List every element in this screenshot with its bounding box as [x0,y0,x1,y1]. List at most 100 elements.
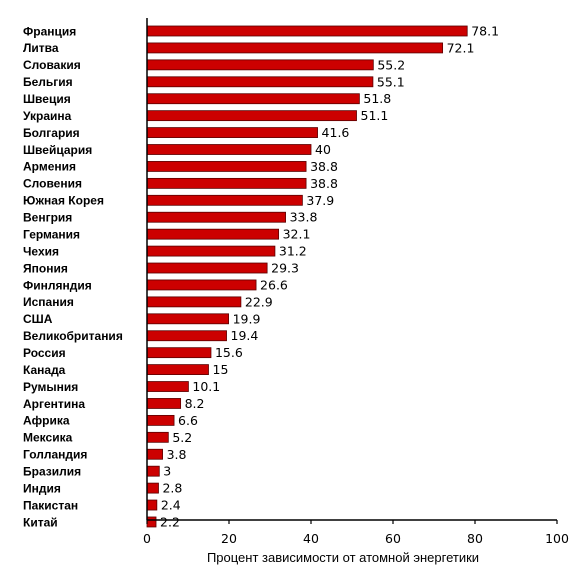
value-label: 3 [163,464,171,479]
bar [146,161,307,172]
value-label: 8.2 [185,396,205,411]
bar [146,296,242,308]
category-label: Литва [23,41,59,55]
bar [146,364,209,376]
category-label: Словакия [23,58,81,72]
category-label: Канада [23,363,66,377]
value-label: 29.3 [271,261,299,276]
category-label: Армения [23,160,76,174]
category-label: Мексика [23,431,73,445]
value-label: 31.2 [279,244,307,259]
bar [146,211,286,223]
category-label: Испания [23,295,74,309]
bar [146,431,169,443]
category-label: Чехия [23,244,59,258]
category-label: Германия [23,227,80,241]
value-label: 3.8 [167,447,187,462]
category-label: Финляндия [23,278,92,292]
bar [146,127,318,138]
category-label: Швейцария [23,143,92,157]
x-tick-label: 60 [385,531,401,546]
value-label: 15.6 [215,345,243,360]
category-label: Россия [23,346,66,360]
bar [146,414,175,426]
bar [146,398,182,409]
bar [146,381,189,392]
value-label: 5.2 [172,430,192,445]
value-labels: 78.172.1 55.2 55.1 51.8 51.1 41.6 40 38.8 38.8 37… [160,24,499,530]
bar [146,330,227,342]
value-label: 10.1 [192,379,220,394]
category-label: Болгария [23,126,80,140]
category-label: Франция [23,24,76,38]
x-tick-label: 80 [467,531,483,546]
category-label: Словения [23,177,82,191]
bar [146,110,357,122]
value-label: 19.9 [233,311,261,326]
category-label: Голландия [23,448,87,462]
category-labels: Франция Литва Словакия Бельгия Швеция Украина… [23,24,123,529]
value-label: 40 [315,142,331,157]
bars-layer [146,25,468,528]
bar [146,279,257,291]
bar [146,482,159,494]
bar [146,465,160,477]
value-label: 38.8 [310,176,338,191]
category-label: Южная Корея [23,194,104,208]
category-label: Бельгия [23,75,73,89]
category-label: Пакистан [23,498,78,512]
value-label: 2.4 [161,498,181,513]
x-tick-labels: 0 20 40 60 80 100 [143,520,569,546]
category-label: Индия [23,481,61,495]
bar [146,245,276,257]
category-label: Венгрия [23,211,72,225]
x-tick-label: 100 [545,531,569,546]
bar [146,313,229,325]
x-tick-label: 20 [221,531,237,546]
bar [146,347,212,359]
value-label: 51.1 [361,108,389,123]
bar [146,42,444,54]
value-label: 55.2 [377,57,405,72]
category-label: Швеция [23,92,71,106]
x-axis-title: Процент зависимости от атомной энергетик… [207,550,479,565]
value-label: 41.6 [322,125,350,140]
value-label: 2.2 [160,514,180,529]
category-label: Бразилия [23,464,81,478]
bar [146,448,163,460]
bar [146,228,280,240]
bar [146,516,157,528]
bar [146,25,468,37]
value-label: 19.4 [231,328,259,343]
value-label: 78.1 [471,24,499,39]
value-label: 15 [213,362,229,377]
category-label: Румыния [23,380,78,394]
value-label: 33.8 [290,210,318,225]
value-label: 55.1 [377,74,405,89]
value-label: 37.9 [306,193,334,208]
bar [146,262,268,274]
category-label: Япония [23,261,68,275]
value-label: 22.9 [245,294,273,309]
category-label: Украина [23,109,72,123]
value-label: 26.6 [260,277,288,292]
bar [146,76,374,88]
category-label: Африка [23,414,70,428]
x-tick-label: 0 [143,531,151,546]
category-label: Аргентина [23,397,85,411]
value-label: 32.1 [283,227,311,242]
bar [146,59,374,71]
category-label: Великобритания [23,329,123,343]
bar [146,194,303,206]
category-label: США [23,312,53,326]
bar [146,93,360,105]
bar [146,144,312,155]
category-label: Китай [23,515,58,529]
bar [146,177,307,189]
value-label: 38.8 [310,159,338,174]
axes [146,18,557,521]
bar [146,499,158,511]
value-label: 51.8 [363,91,391,106]
value-label: 2.8 [162,481,182,496]
